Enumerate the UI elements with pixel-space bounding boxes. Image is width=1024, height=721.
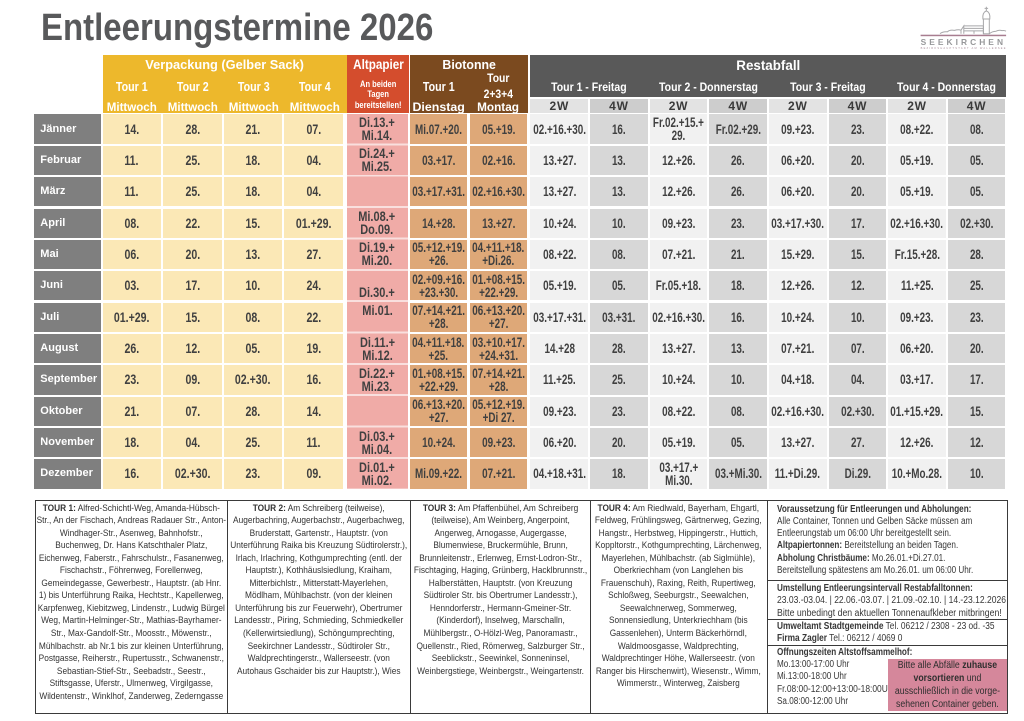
svg-text:SEEKIRCHEN: SEEKIRCHEN [921,37,1007,47]
svg-text:BEZIRKSHAUPTSTADT AM WALLERS: BEZIRKSHAUPTSTADT AM WALLERSEE [921,46,1007,50]
